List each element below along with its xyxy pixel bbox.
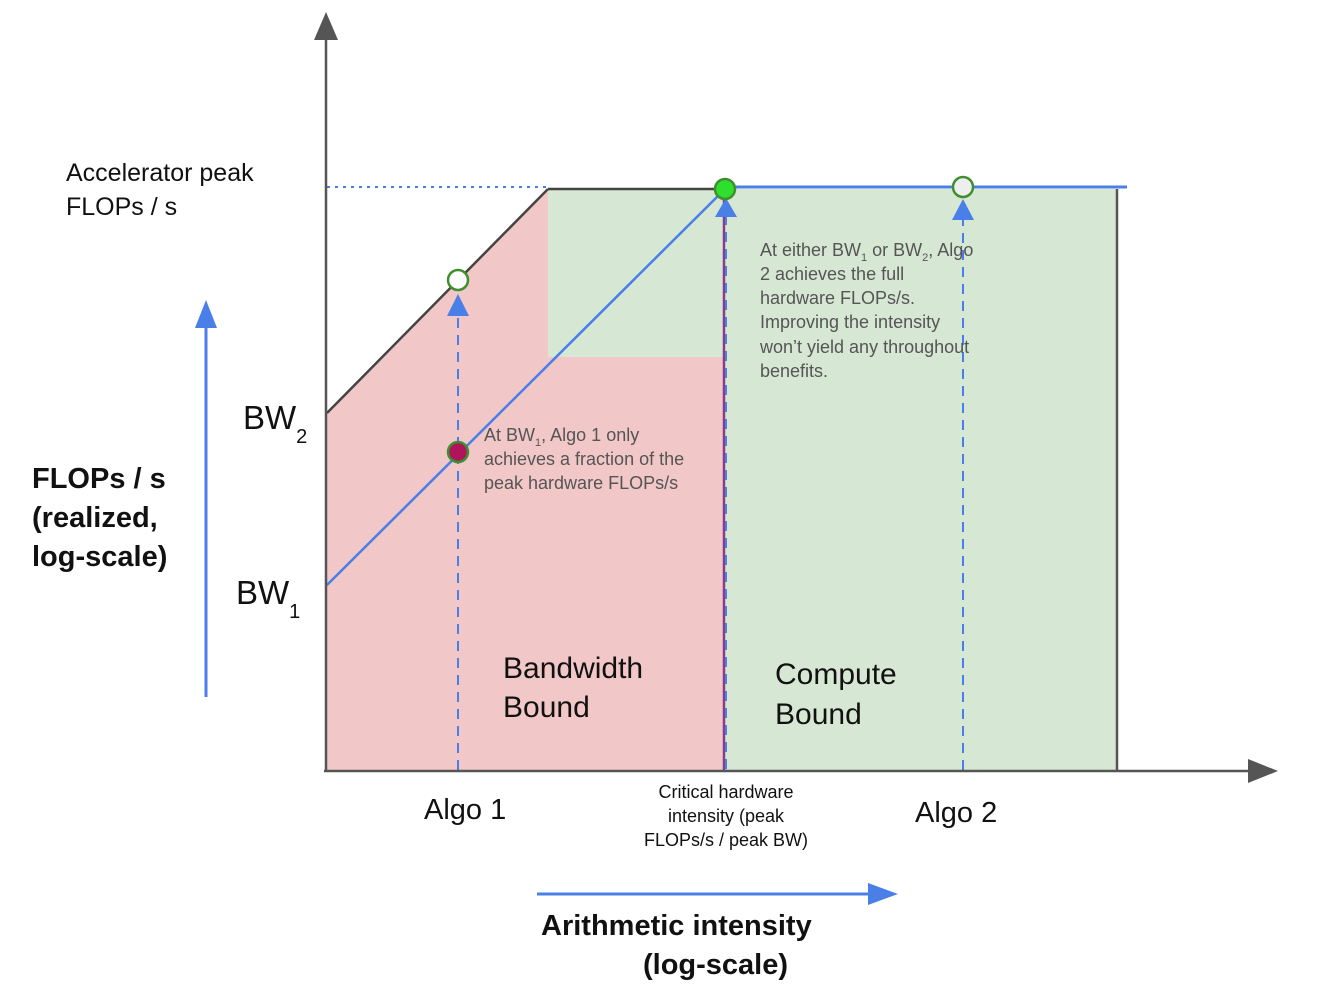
bw2-roofline [326,188,549,414]
algo1-bw2-point [446,268,470,292]
x-axis-title-line1: Arithmetic intensity [541,910,812,942]
critical-arrow-head [715,198,737,217]
compute-bound-region-upper [548,189,725,357]
bw1-roofline [326,188,726,586]
y-axis-arrow-icon [314,12,338,40]
x-label-arrow-icon [868,883,898,905]
algo2-peak-point [951,175,975,199]
algo1-annotation-line1: At BW1, Algo 1 only [484,425,639,449]
y-axis-title-line2: (realized, [32,502,158,534]
algo2-annotation-line1: At either BW1 or BW2, Algo [760,240,973,264]
critical-label-line1: Critical hardware [658,782,793,802]
bw1-label: BW1 [236,574,300,623]
peak-label-line1: Accelerator peak [66,159,254,187]
bandwidth-bound-line1: Bandwidth [503,652,643,685]
bandwidth-bound-line2: Bound [503,691,590,724]
algo2-annotation-line5: won’t yield any throughout [759,337,969,357]
algo1-bw1-point [446,440,470,464]
x-axis-title-line2: (log-scale) [643,949,788,981]
algo1-annotation-line3: peak hardware FLOPs/s [484,473,678,493]
algo2-annotation-line6: benefits. [760,361,828,381]
critical-label-line3: FLOPs/s / peak BW) [644,830,808,850]
y-label-arrow-icon [195,300,217,328]
algo2-annotation-line3: hardware FLOPs/s. [760,288,915,308]
y-axis-title-line3: log-scale) [32,541,167,573]
critical-label-line2: intensity (peak [668,806,785,826]
compute-bound-region [725,189,1117,770]
algo2-arrow-head [952,199,974,220]
algo1-annotation-line2: achieves a fraction of the [484,449,684,469]
critical-peak-point [713,177,737,201]
algo2-label: Algo 2 [915,797,997,829]
algo1-arrow-head [447,294,469,316]
bw2-label: BW2 [243,399,307,448]
algo2-annotation-line2: 2 achieves the full [760,264,904,284]
compute-bound-line1: Compute [775,658,897,691]
y-axis-title-line1: FLOPs / s [32,463,166,495]
algo2-annotation-line4: Improving the intensity [760,312,940,332]
peak-label-line2: FLOPs / s [66,193,177,221]
algo1-label: Algo 1 [424,794,506,826]
x-axis-arrow-icon [1248,759,1278,783]
compute-bound-line2: Bound [775,698,862,731]
